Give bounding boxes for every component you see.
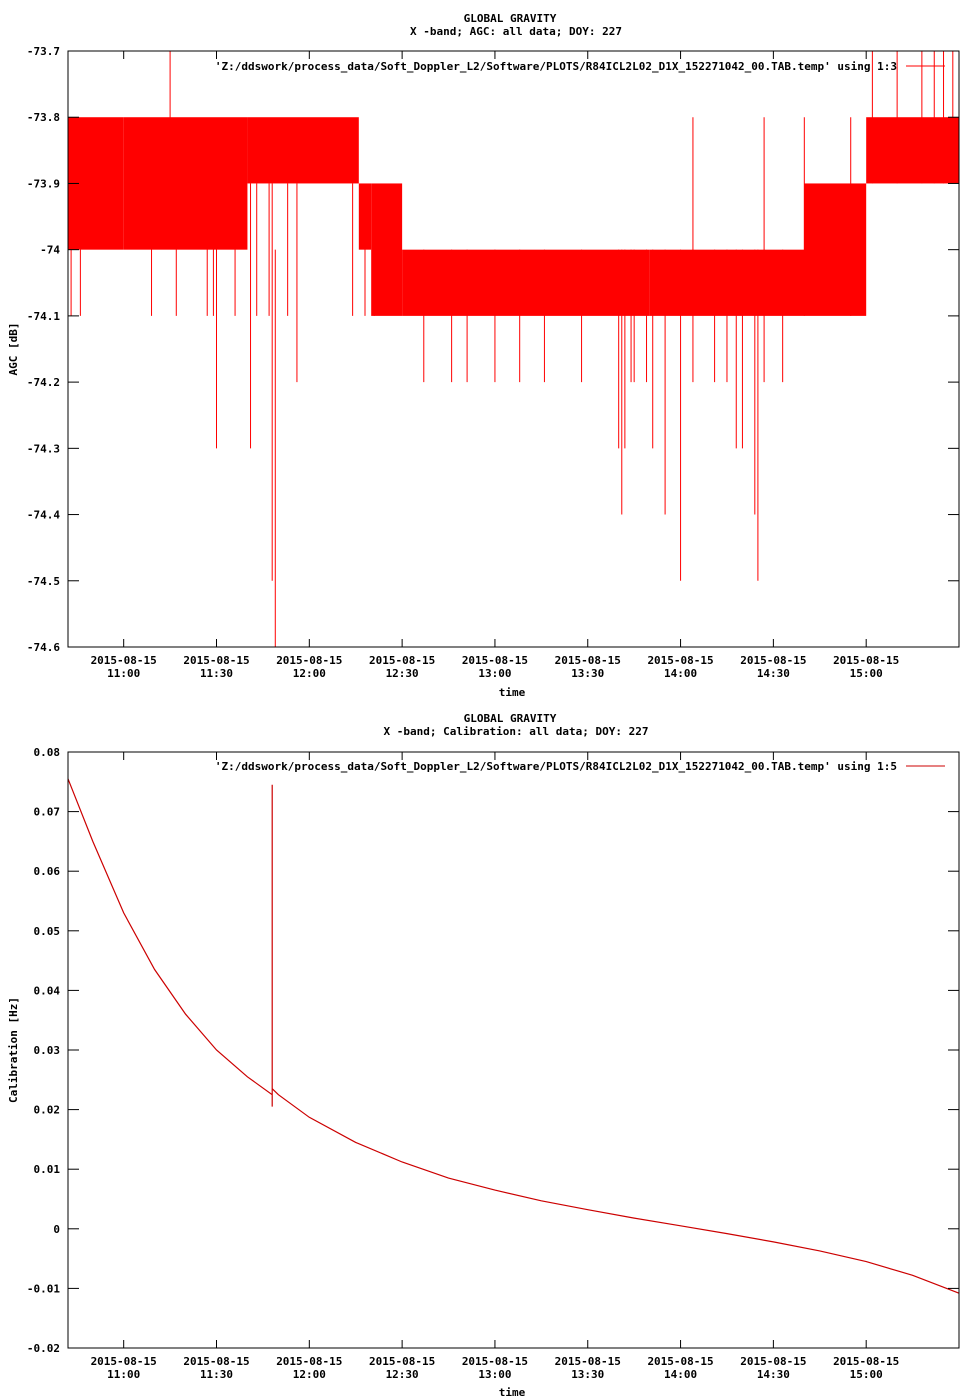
x-tick-time: 11:00 [107, 1368, 140, 1381]
legend: 'Z:/ddswork/process_data/Soft_Doppler_L2… [215, 760, 945, 773]
plot-marks [67, 778, 960, 1294]
plot-marks [68, 51, 959, 647]
x-tick-time: 13:00 [478, 667, 511, 680]
y-tick-label: 0.04 [34, 984, 61, 997]
data-band [402, 249, 464, 316]
plot-frame [67, 50, 960, 648]
x-axis-label: time [499, 1386, 526, 1399]
y-tick-label: 0.05 [34, 925, 61, 938]
x-tick-date: 2015-08-15 [276, 1355, 342, 1368]
x-tick-time: 14:00 [664, 667, 697, 680]
x-tick-time: 11:00 [107, 667, 140, 680]
y-tick-label: -73.8 [27, 111, 60, 124]
data-band [866, 117, 959, 184]
chart-subtitle: X -band; AGC: all data; DOY: 227 [410, 25, 622, 38]
y-tick-label: -74.4 [27, 509, 60, 522]
y-axis-label: Calibration [Hz] [7, 997, 20, 1103]
y-tick-label: 0.02 [34, 1104, 61, 1117]
x-tick-time: 13:00 [478, 1368, 511, 1381]
y-tick-label: -0.02 [27, 1342, 60, 1355]
x-tick-date: 2015-08-15 [91, 1355, 157, 1368]
y-ticks: 0.08 0.07 0.06 0.05 0.04 0.03 0.02 0.01 0 -0.01 -0… [27, 746, 959, 1355]
y-tick-label: -0.01 [27, 1282, 60, 1295]
y-tick-label: 0.06 [34, 865, 61, 878]
x-tick-date: 2015-08-15 [91, 654, 157, 667]
x-tick-time: 11:30 [200, 667, 233, 680]
x-tick-date: 2015-08-15 [369, 654, 435, 667]
x-tick-time: 14:30 [757, 1368, 790, 1381]
y-tick-label: 0.03 [34, 1044, 61, 1057]
data-line [67, 778, 960, 1294]
chart-title: GLOBAL GRAVITY [464, 12, 557, 25]
x-tick-date: 2015-08-15 [555, 654, 621, 667]
x-tick-date: 2015-08-15 [740, 1355, 806, 1368]
calibration-chart: GLOBAL GRAVITY X -band; Calibration: all… [7, 712, 960, 1399]
x-tick-time: 15:00 [850, 667, 883, 680]
x-tick-date: 2015-08-15 [833, 654, 899, 667]
y-tick-label: -74.1 [27, 310, 60, 323]
legend: 'Z:/ddswork/process_data/Soft_Doppler_L2… [215, 60, 945, 73]
y-tick-label: -74.6 [27, 641, 60, 654]
data-band [123, 117, 248, 250]
y-tick-label: -74.5 [27, 575, 60, 588]
data-band [247, 117, 359, 184]
y-tick-label: -74 [40, 244, 60, 257]
x-tick-time: 15:00 [850, 1368, 883, 1381]
x-tick-time: 14:30 [757, 667, 790, 680]
x-tick-date: 2015-08-15 [833, 1355, 899, 1368]
x-tick-date: 2015-08-15 [647, 654, 713, 667]
x-axis-label: time [499, 686, 526, 699]
x-tick-time: 14:00 [664, 1368, 697, 1381]
x-tick-date: 2015-08-15 [369, 1355, 435, 1368]
y-axis-label: AGC [dB] [7, 323, 20, 376]
x-tick-time: 13:30 [571, 1368, 604, 1381]
x-tick-time: 12:30 [386, 667, 419, 680]
data-band [371, 183, 403, 316]
x-tick-date: 2015-08-15 [555, 1355, 621, 1368]
x-ticks: 2015-08-1511:002015-08-1511:302015-08-15… [91, 51, 899, 680]
data-band [804, 183, 867, 316]
chart-title: GLOBAL GRAVITY [464, 712, 557, 725]
x-tick-date: 2015-08-15 [462, 1355, 528, 1368]
legend-label: 'Z:/ddswork/process_data/Soft_Doppler_L2… [215, 60, 897, 73]
y-tick-label: 0 [53, 1223, 60, 1236]
plot-frame [67, 751, 960, 1349]
y-tick-label: -73.9 [27, 177, 60, 190]
x-tick-time: 12:00 [293, 1368, 326, 1381]
x-tick-time: 12:30 [386, 1368, 419, 1381]
x-tick-time: 11:30 [200, 1368, 233, 1381]
y-tick-label: -74.2 [27, 376, 60, 389]
x-tick-date: 2015-08-15 [183, 1355, 249, 1368]
y-tick-label: -73.7 [27, 45, 60, 58]
chart-subtitle: X -band; Calibration: all data; DOY: 227 [384, 725, 649, 738]
x-tick-date: 2015-08-15 [276, 654, 342, 667]
y-tick-label: 0.08 [34, 746, 61, 759]
x-tick-date: 2015-08-15 [462, 654, 528, 667]
x-tick-date: 2015-08-15 [740, 654, 806, 667]
y-tick-label: 0.01 [34, 1163, 61, 1176]
x-tick-time: 13:30 [571, 667, 604, 680]
x-tick-date: 2015-08-15 [183, 654, 249, 667]
x-ticks: 2015-08-1511:002015-08-1511:302015-08-15… [91, 752, 899, 1381]
x-tick-time: 12:00 [293, 667, 326, 680]
x-tick-date: 2015-08-15 [647, 1355, 713, 1368]
y-ticks: -73.7 -73.8 -73.9 -74 -74.1 -74.2 -74.3 -74.4 -7… [27, 45, 959, 654]
agc-chart: GLOBAL GRAVITY X -band; AGC: all data; D… [7, 12, 960, 699]
y-tick-label: 0.07 [34, 806, 61, 819]
legend-label: 'Z:/ddswork/process_data/Soft_Doppler_L2… [215, 760, 897, 773]
y-tick-label: -74.3 [27, 442, 60, 455]
